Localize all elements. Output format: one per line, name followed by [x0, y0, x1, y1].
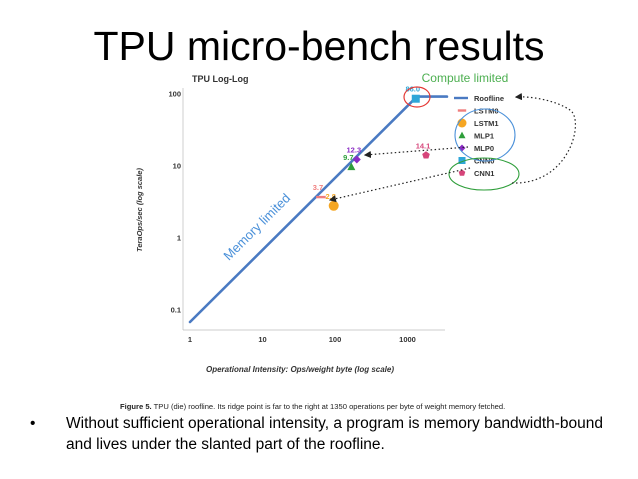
chart-title: TPU Log-Log — [192, 74, 248, 84]
point-label-lstm0: 3.7 — [313, 183, 323, 192]
point-mlp0 — [352, 155, 361, 164]
legend-swatch-lstm0 — [457, 109, 467, 112]
point-label-mlp0: 12.3 — [347, 146, 362, 155]
compute-limited-circle — [403, 86, 431, 108]
legend-swatch-cnn0 — [458, 157, 466, 164]
roofline-line — [188, 95, 449, 324]
bullet-point: • Without sufficient operational intensi… — [30, 413, 620, 455]
slide-title: TPU micro-bench results — [93, 23, 545, 69]
legend-label-lstm0: LSTM0 — [474, 107, 499, 116]
point-label-lstm1: 2.8 — [325, 192, 335, 201]
x-tick-label: 10 — [258, 335, 266, 344]
legend-label-mlp0: MLP0 — [474, 144, 494, 153]
point-cnn1 — [422, 151, 430, 159]
bullet-text: Without sufficient operational intensity… — [66, 415, 604, 453]
legend-swatch-mlp1 — [458, 131, 466, 139]
point-label-cnn1: 14.1 — [416, 141, 431, 150]
cnn-highlight — [448, 157, 520, 191]
arrow-to-mlp — [363, 146, 469, 159]
y-tick-label: 100 — [168, 90, 181, 99]
x-tick-label: 1 — [188, 335, 192, 344]
arrow-to-roofline — [511, 92, 577, 184]
legend-swatch-cnn1 — [458, 169, 466, 176]
point-label-mlp1: 9.7 — [343, 153, 353, 162]
memory-limited-label: Memory limited — [220, 190, 293, 263]
legend-label-cnn1: CNN1 — [474, 169, 494, 178]
y-tick-label: 0.1 — [171, 306, 181, 315]
lstm-mlp-highlight — [454, 108, 516, 162]
legend-label-mlp1: MLP1 — [474, 132, 494, 141]
point-label-cnn0: 86.0 — [405, 85, 420, 94]
y-axis-label: TeraOps/sec (log scale) — [135, 168, 144, 252]
annotations: Compute limited Memory limited — [220, 71, 577, 263]
bullet-marker: • — [30, 415, 36, 432]
compute-limited-label: Compute limited — [422, 71, 509, 85]
figure-caption-label: Figure 5. — [120, 402, 152, 411]
x-tick-label: 1000 — [399, 335, 416, 344]
figure-caption-text: TPU (die) roofline. Its ridge point is f… — [154, 402, 506, 411]
point-cnn0 — [411, 94, 420, 103]
x-tick-label: 100 — [329, 335, 342, 344]
data-points: 3.72.8 9.712.3 86.0 14.1 — [313, 85, 431, 211]
chart-axes: 1 10 100 1000 100 10 1 0.1 — [168, 88, 445, 344]
point-mlp1 — [347, 162, 356, 171]
legend-label-roofline: Roofline — [474, 94, 504, 103]
y-tick-label: 10 — [173, 162, 181, 171]
point-lstm1 — [328, 200, 339, 211]
point-lstm0 — [316, 195, 326, 199]
x-axis-label: Operational Intensity: Ops/weight byte (… — [206, 365, 394, 374]
roofline-line-group — [188, 95, 449, 324]
y-tick-label: 1 — [177, 234, 181, 243]
figure-caption: Figure 5. TPU (die) roofline. Its ridge … — [120, 402, 505, 411]
legend-label-lstm1: LSTM1 — [474, 119, 499, 128]
